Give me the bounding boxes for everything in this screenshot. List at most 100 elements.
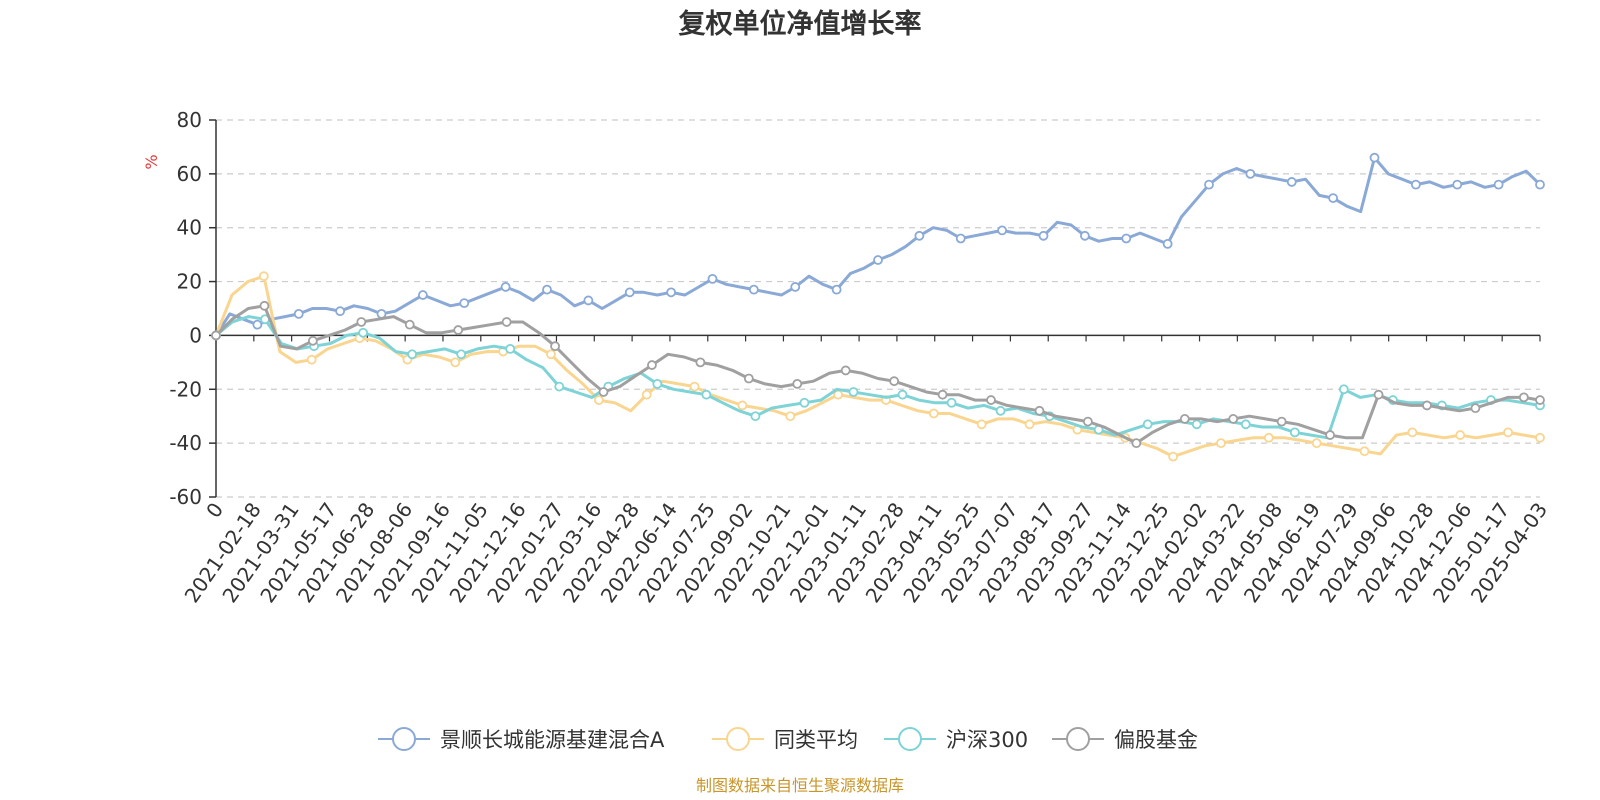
data-point	[1204, 179, 1214, 190]
chart-title: 复权单位净值增长率	[679, 8, 922, 40]
data-point	[211, 330, 221, 341]
legend-label: 同类平均	[774, 728, 858, 752]
data-point	[407, 349, 418, 360]
data-point	[259, 300, 270, 311]
data-point	[335, 306, 346, 317]
legend: 景顺长城能源基建混合A 同类平均 沪深300 偏股基金	[378, 727, 1198, 752]
y-tick-label: -20	[169, 377, 202, 401]
data-point	[695, 357, 706, 368]
data-point	[358, 327, 369, 338]
data-point	[873, 255, 883, 265]
data-point	[1325, 430, 1335, 440]
data-point	[1535, 395, 1545, 405]
data-point	[1422, 400, 1432, 411]
data-point	[928, 408, 939, 419]
data-point	[1311, 438, 1322, 449]
data-point	[1535, 432, 1545, 443]
data-point	[1373, 389, 1384, 400]
data-point	[258, 271, 269, 282]
legend-item[interactable]: 偏股基金	[1052, 727, 1198, 752]
data-point	[1024, 419, 1035, 430]
series-path	[214, 156, 1542, 337]
data-point	[976, 419, 987, 430]
data-point	[1410, 179, 1421, 190]
data-point	[501, 317, 512, 327]
plot-area	[211, 152, 1545, 462]
data-point	[1503, 427, 1513, 438]
data-point	[1131, 438, 1142, 449]
data-point	[889, 376, 900, 387]
data-point	[1162, 238, 1173, 249]
data-point	[1328, 193, 1339, 203]
y-tick-label: -40	[169, 431, 202, 455]
data-point	[1263, 432, 1274, 443]
data-point	[293, 308, 304, 319]
data-point	[955, 233, 966, 244]
data-point	[840, 365, 851, 376]
x-axis: 02021-02-182021-03-312021-05-172021-06-2…	[180, 334, 1552, 607]
data-point	[1493, 179, 1504, 190]
y-axis-unit: %	[142, 154, 161, 169]
data-point	[701, 389, 712, 400]
data-point	[666, 287, 677, 298]
data-point	[689, 381, 700, 392]
x-tick-label: 0	[201, 498, 228, 522]
data-point	[848, 387, 859, 397]
legend-marker	[392, 727, 416, 751]
legend-item[interactable]: 沪深300	[884, 727, 1028, 752]
legend-label: 景顺长城能源基建混合A	[440, 728, 665, 752]
data-point	[356, 317, 367, 327]
y-tick-label: 0	[189, 323, 202, 347]
data-point	[1038, 230, 1049, 241]
series-line	[211, 300, 1545, 449]
data-point	[624, 287, 635, 298]
grid-lines	[216, 119, 1540, 498]
data-point	[897, 389, 908, 400]
series-path	[215, 315, 1541, 440]
data-point	[1470, 403, 1481, 414]
data-point	[641, 389, 652, 400]
legend-label: 沪深300	[946, 728, 1028, 752]
data-point	[937, 389, 948, 400]
data-point	[1191, 419, 1202, 430]
data-point	[997, 225, 1008, 236]
legend-marker	[726, 727, 750, 751]
data-point	[554, 381, 565, 392]
data-point	[550, 341, 560, 352]
data-point	[914, 230, 925, 241]
data-point	[1142, 419, 1153, 430]
data-point	[546, 349, 556, 360]
data-point	[1518, 392, 1529, 403]
data-point	[453, 325, 464, 335]
legend-item[interactable]: 景顺长城能源基建混合A	[378, 727, 665, 752]
data-point	[750, 411, 761, 422]
data-point	[1240, 419, 1251, 430]
series-line	[211, 314, 1545, 440]
data-point	[598, 387, 609, 397]
data-point	[1083, 416, 1093, 427]
legend-item[interactable]: 同类平均	[712, 727, 858, 752]
data-point	[593, 395, 604, 405]
data-point	[500, 282, 511, 292]
data-point	[1034, 405, 1045, 416]
data-point	[831, 284, 842, 295]
data-point	[252, 319, 263, 330]
data-point	[459, 298, 470, 309]
data-point	[1359, 446, 1370, 457]
data-point	[1535, 179, 1545, 190]
data-point	[1079, 230, 1090, 241]
data-point	[583, 295, 594, 306]
data-point	[306, 354, 317, 365]
data-point	[792, 378, 803, 389]
y-tick-label: 60	[177, 162, 202, 186]
data-point	[785, 411, 796, 422]
data-point	[1121, 233, 1132, 244]
data-point	[652, 378, 663, 389]
legend-marker	[898, 727, 922, 751]
data-point	[542, 284, 552, 295]
data-point	[707, 273, 718, 284]
data-point	[1228, 414, 1239, 424]
y-tick-label: 40	[177, 216, 202, 240]
data-point	[404, 319, 415, 330]
